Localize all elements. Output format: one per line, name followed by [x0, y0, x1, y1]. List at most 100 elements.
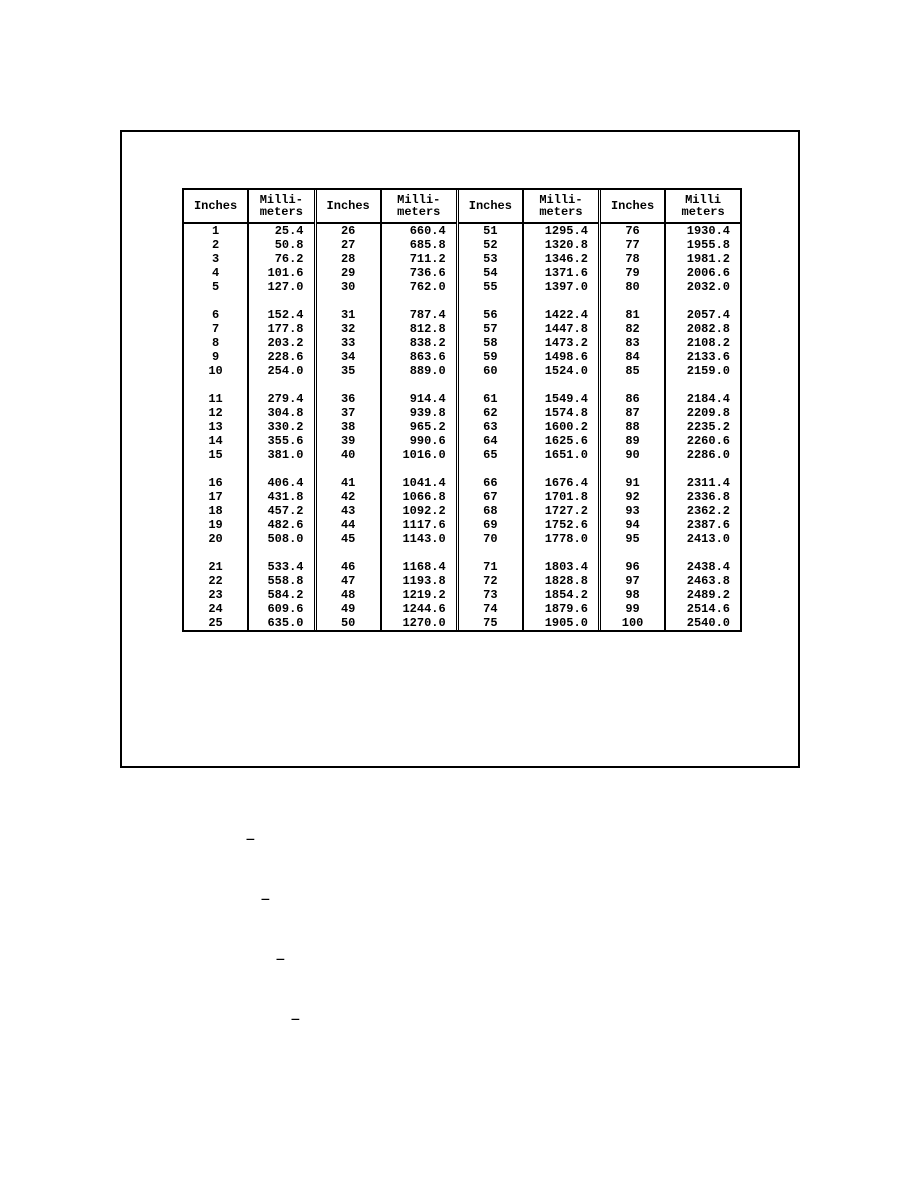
table-row: 11279.436914.4611549.4862184.4 [183, 392, 741, 406]
cell-mm: 2260.6 [665, 434, 741, 448]
cell-inches: 44 [315, 518, 381, 532]
cell-mm: 2336.8 [665, 490, 741, 504]
cell-inches: 7 [183, 322, 248, 336]
cell-inches: 53 [457, 252, 523, 266]
cell-mm: 1701.8 [523, 490, 599, 504]
cell-inches: 32 [315, 322, 381, 336]
cell-inches: 77 [599, 238, 665, 252]
cell-inches: 65 [457, 448, 523, 462]
cell-inches: 69 [457, 518, 523, 532]
cell-mm: 2540.0 [665, 616, 741, 630]
cell-mm: 609.6 [248, 602, 315, 616]
conversion-table: Inches Milli-meters Inches Milli-meters … [182, 190, 742, 630]
cell-mm: 1651.0 [523, 448, 599, 462]
table-row: 25635.0501270.0751905.01002540.0 [183, 616, 741, 630]
cell-mm: 457.2 [248, 504, 315, 518]
cell-mm: 838.2 [381, 336, 457, 350]
cell-inches: 86 [599, 392, 665, 406]
cell-mm: 1930.4 [665, 223, 741, 238]
cell-mm: 2082.8 [665, 322, 741, 336]
cell-mm: 558.8 [248, 574, 315, 588]
table-row: 18457.2431092.2681727.2932362.2 [183, 504, 741, 518]
cell-mm: 990.6 [381, 434, 457, 448]
cell-mm: 1981.2 [665, 252, 741, 266]
cell-mm: 1473.2 [523, 336, 599, 350]
cell-mm: 2362.2 [665, 504, 741, 518]
cell-mm: 635.0 [248, 616, 315, 630]
cell-mm: 1955.8 [665, 238, 741, 252]
cell-inches: 21 [183, 560, 248, 574]
cell-inches: 15 [183, 448, 248, 462]
cell-inches: 27 [315, 238, 381, 252]
cell-mm: 406.4 [248, 476, 315, 490]
cell-inches: 46 [315, 560, 381, 574]
cell-inches: 3 [183, 252, 248, 266]
cell-inches: 6 [183, 308, 248, 322]
cell-inches: 29 [315, 266, 381, 280]
cell-mm: 2133.6 [665, 350, 741, 364]
dash-mark: – [245, 930, 301, 990]
cell-mm: 76.2 [248, 252, 315, 266]
cell-mm: 762.0 [381, 280, 457, 294]
cell-mm: 2413.0 [665, 532, 741, 546]
cell-inches: 74 [457, 602, 523, 616]
cell-mm: 1346.2 [523, 252, 599, 266]
cell-mm: 2438.4 [665, 560, 741, 574]
cell-mm: 2286.0 [665, 448, 741, 462]
cell-mm: 1320.8 [523, 238, 599, 252]
cell-inches: 20 [183, 532, 248, 546]
cell-inches: 43 [315, 504, 381, 518]
cell-mm: 1574.8 [523, 406, 599, 420]
cell-mm: 2209.8 [665, 406, 741, 420]
cell-inches: 89 [599, 434, 665, 448]
cell-inches: 59 [457, 350, 523, 364]
cell-inches: 88 [599, 420, 665, 434]
cell-inches: 10 [183, 364, 248, 378]
row-gap [183, 462, 741, 476]
cell-inches: 26 [315, 223, 381, 238]
cell-inches: 58 [457, 336, 523, 350]
cell-mm: 914.4 [381, 392, 457, 406]
cell-mm: 736.6 [381, 266, 457, 280]
table-row: 376.228711.2531346.2781981.2 [183, 252, 741, 266]
cell-mm: 1778.0 [523, 532, 599, 546]
cell-inches: 57 [457, 322, 523, 336]
cell-inches: 16 [183, 476, 248, 490]
cell-mm: 2311.4 [665, 476, 741, 490]
cell-inches: 17 [183, 490, 248, 504]
table-row: 15381.0401016.0651651.0902286.0 [183, 448, 741, 462]
cell-inches: 47 [315, 574, 381, 588]
cell-mm: 1727.2 [523, 504, 599, 518]
cell-mm: 127.0 [248, 280, 315, 294]
cell-inches: 91 [599, 476, 665, 490]
cell-inches: 12 [183, 406, 248, 420]
cell-mm: 685.8 [381, 238, 457, 252]
cell-inches: 40 [315, 448, 381, 462]
cell-inches: 38 [315, 420, 381, 434]
cell-inches: 95 [599, 532, 665, 546]
cell-inches: 25 [183, 616, 248, 630]
cell-mm: 482.6 [248, 518, 315, 532]
cell-mm: 1879.6 [523, 602, 599, 616]
cell-inches: 8 [183, 336, 248, 350]
cell-mm: 711.2 [381, 252, 457, 266]
cell-inches: 13 [183, 420, 248, 434]
col-header-inches-2: Inches [315, 190, 381, 223]
cell-inches: 94 [599, 518, 665, 532]
cell-mm: 1498.6 [523, 350, 599, 364]
cell-inches: 84 [599, 350, 665, 364]
cell-inches: 34 [315, 350, 381, 364]
cell-inches: 11 [183, 392, 248, 406]
cell-inches: 70 [457, 532, 523, 546]
cell-inches: 30 [315, 280, 381, 294]
table-row: 4101.629736.6541371.6792006.6 [183, 266, 741, 280]
table-row: 6152.431787.4561422.4812057.4 [183, 308, 741, 322]
cell-inches: 93 [599, 504, 665, 518]
cell-inches: 4 [183, 266, 248, 280]
header-row: Inches Milli-meters Inches Milli-meters … [183, 190, 741, 223]
table-row: 17431.8421066.8671701.8922336.8 [183, 490, 741, 504]
table-row: 125.426660.4511295.4761930.4 [183, 223, 741, 238]
cell-inches: 85 [599, 364, 665, 378]
cell-mm: 1117.6 [381, 518, 457, 532]
table-row: 5127.030762.0551397.0802032.0 [183, 280, 741, 294]
